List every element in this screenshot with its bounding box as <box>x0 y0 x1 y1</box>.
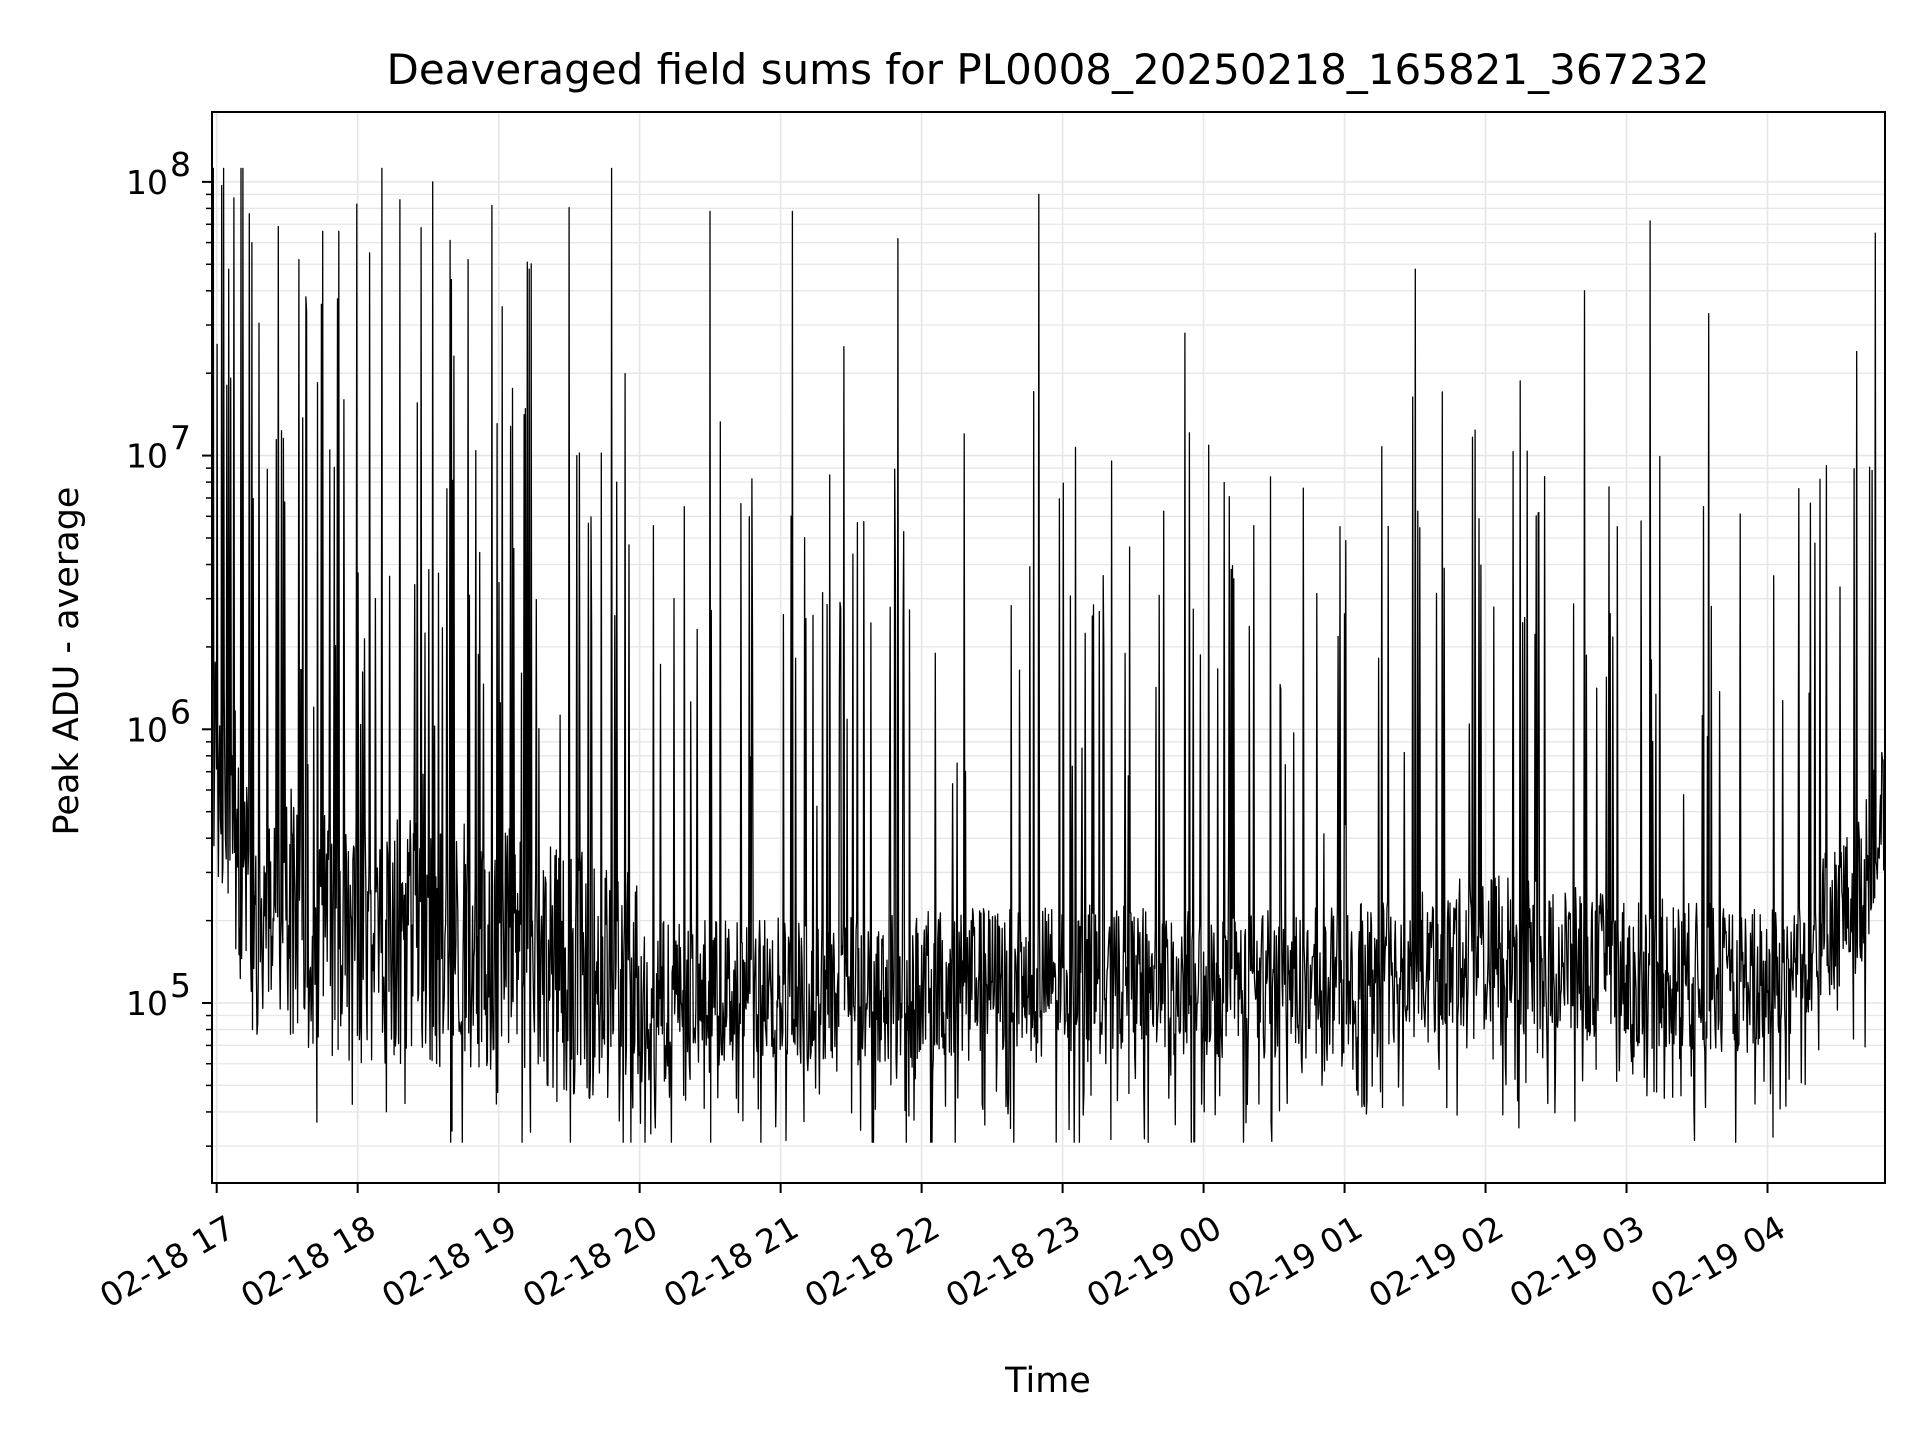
y-tick-label-base: 10 <box>126 437 168 476</box>
y-tick-label-base: 10 <box>126 984 168 1023</box>
y-tick-label-exponent: 5 <box>170 966 191 1005</box>
series-line <box>211 167 1886 1143</box>
series-trace <box>211 167 1886 1143</box>
y-axis-label: Peak ADU - average <box>47 487 87 836</box>
y-tick-label-base: 10 <box>126 163 168 202</box>
y-tick-label-exponent: 8 <box>170 145 191 184</box>
y-tick-label-base: 10 <box>126 710 168 749</box>
chart-title: Deaveraged field sums for PL0008_2025021… <box>387 45 1710 94</box>
y-tick-label-exponent: 6 <box>170 692 191 731</box>
y-tick-label-exponent: 7 <box>170 419 191 458</box>
x-axis-label: Time <box>1004 1361 1091 1401</box>
